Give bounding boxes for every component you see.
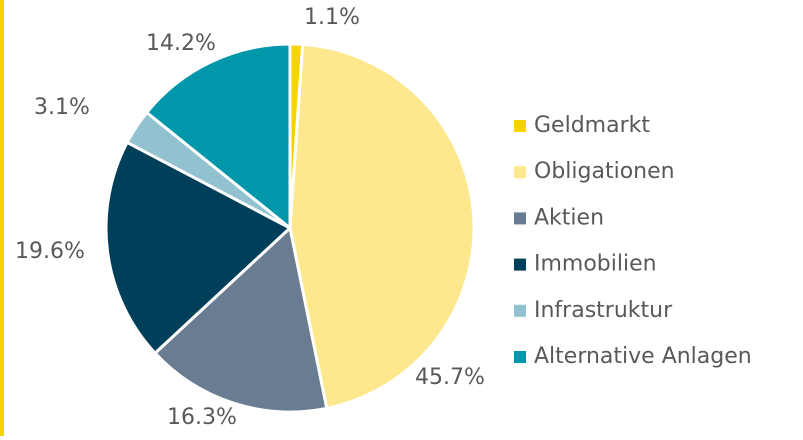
pie: [104, 42, 476, 414]
legend-swatch: [514, 351, 526, 363]
pie-slice: [104, 140, 293, 356]
data-label: 3.1%: [34, 95, 90, 120]
legend-swatch: [514, 304, 526, 317]
legend-label: Obligationen: [534, 159, 675, 184]
data-label: 14.2%: [146, 31, 216, 56]
legend-label: Geldmarkt: [534, 113, 650, 138]
legend-label: Immobilien: [534, 252, 657, 277]
data-label: 1.1%: [304, 5, 360, 30]
legend-swatch: [514, 166, 526, 179]
legend: Geldmarkt Obligationen Aktien Immobilien Inf…: [514, 113, 752, 369]
data-label: 45.7%: [415, 365, 485, 390]
data-label: 19.6%: [15, 239, 85, 264]
legend-label: Infrastruktur: [534, 298, 673, 323]
data-labels: 1.1% 45.7% 16.3% 19.6% 3.1% 14.2%: [15, 5, 485, 430]
pie-slice: [144, 42, 292, 232]
data-label: 16.3%: [167, 405, 237, 430]
legend-label: Aktien: [534, 205, 604, 230]
legend-swatch: [514, 258, 526, 271]
pie-slice: [152, 225, 329, 414]
accent-bar: [0, 0, 4, 436]
legend-label: Alternative Anlagen: [534, 344, 752, 369]
legend-swatch: [514, 212, 526, 225]
legend-swatch: [514, 120, 526, 132]
pie-slice: [288, 42, 476, 411]
